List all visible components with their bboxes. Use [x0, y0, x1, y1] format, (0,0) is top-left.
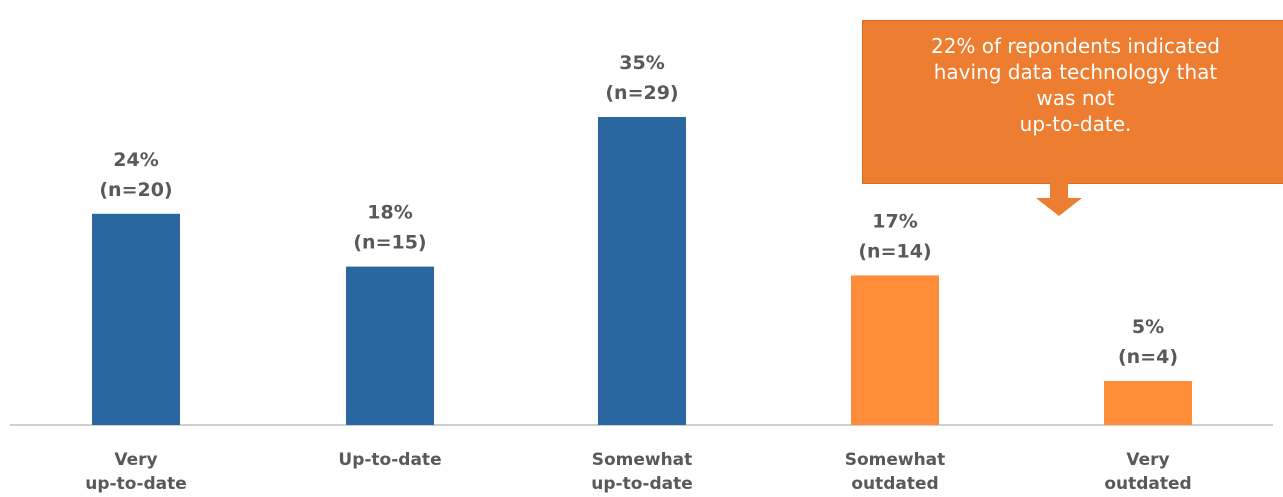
annotation-arrow-stem: [1050, 183, 1068, 199]
category-label: Up-to-date: [338, 450, 441, 470]
bar-percent-label: 5%: [1132, 316, 1164, 338]
bar: [598, 117, 686, 425]
category-label: Very: [114, 450, 157, 470]
bar-percent-label: 35%: [619, 52, 664, 74]
category-label: Very: [1126, 450, 1169, 470]
annotation-arrow-head: [1036, 198, 1082, 216]
category-label: Somewhat: [845, 450, 946, 470]
category-label: up-to-date: [591, 474, 693, 494]
annotation-line: up-to-date.: [1019, 112, 1132, 136]
category-label: Somewhat: [592, 450, 693, 470]
bar-count-label: (n=20): [99, 179, 172, 201]
category-label: outdated: [1104, 474, 1191, 494]
annotation-line: 22% of repondents indicated: [930, 34, 1220, 58]
bar-count-label: (n=29): [605, 82, 678, 104]
bar-count-label: (n=15): [353, 232, 426, 254]
bar-percent-label: 24%: [113, 149, 158, 171]
bar: [346, 266, 434, 425]
bar-percent-label: 18%: [367, 202, 412, 224]
bar: [851, 275, 939, 425]
bar: [1104, 381, 1192, 425]
annotation-line: having data technology that: [933, 60, 1218, 84]
annotation-callout: 22% of repondents indicated having data …: [862, 20, 1283, 184]
bar-percent-label: 17%: [872, 210, 917, 232]
bar-count-label: (n=4): [1118, 346, 1178, 368]
category-label: outdated: [851, 474, 938, 494]
bar: [92, 213, 180, 425]
annotation-line: was not: [1036, 86, 1115, 110]
bar-count-label: (n=14): [858, 240, 931, 262]
annotation-text: 22% of repondents indicated having data …: [863, 33, 1283, 137]
category-label: up-to-date: [85, 474, 187, 494]
